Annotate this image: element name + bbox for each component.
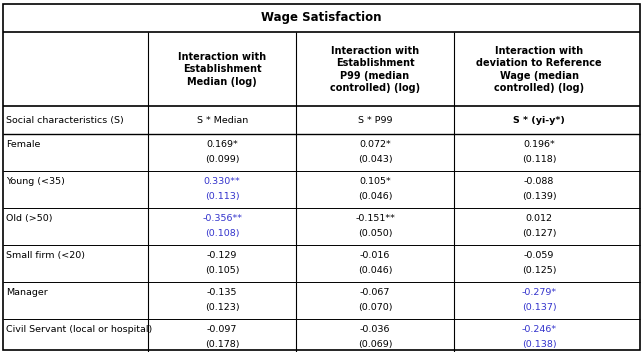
Text: (0.139): (0.139) <box>522 193 557 201</box>
Text: 0.012: 0.012 <box>526 214 553 223</box>
Text: -0.356**: -0.356** <box>202 214 242 223</box>
Text: (0.125): (0.125) <box>522 266 556 275</box>
Text: Interaction with
Establishment
P99 (median
controlled) (log): Interaction with Establishment P99 (medi… <box>330 46 420 93</box>
Text: (0.043): (0.043) <box>358 156 392 164</box>
Text: (0.046): (0.046) <box>358 266 392 275</box>
Text: Female: Female <box>6 140 40 149</box>
Text: Social characteristics (S): Social characteristics (S) <box>6 115 123 125</box>
Text: (0.138): (0.138) <box>522 340 557 349</box>
Text: -0.097: -0.097 <box>207 325 237 334</box>
Text: (0.050): (0.050) <box>358 230 392 238</box>
Text: -0.246*: -0.246* <box>521 325 557 334</box>
Text: (0.118): (0.118) <box>522 156 556 164</box>
Text: (0.123): (0.123) <box>205 303 239 312</box>
Text: -0.036: -0.036 <box>359 325 390 334</box>
Text: Old (>50): Old (>50) <box>6 214 52 223</box>
Text: (0.137): (0.137) <box>522 303 557 312</box>
Text: 0.105*: 0.105* <box>359 177 391 186</box>
Text: Young (<35): Young (<35) <box>6 177 65 186</box>
Text: (0.108): (0.108) <box>205 230 239 238</box>
Text: Interaction with
deviation to Reference
Wage (median
controlled) (log): Interaction with deviation to Reference … <box>476 46 602 93</box>
Text: -0.151**: -0.151** <box>355 214 395 223</box>
Text: (0.113): (0.113) <box>205 193 239 201</box>
Text: (0.046): (0.046) <box>358 193 392 201</box>
Text: Manager: Manager <box>6 288 48 297</box>
Text: -0.135: -0.135 <box>207 288 237 297</box>
Text: 0.330**: 0.330** <box>204 177 240 186</box>
Text: 0.072*: 0.072* <box>359 140 391 149</box>
Text: S * (yi-y*): S * (yi-y*) <box>513 115 565 125</box>
Text: (0.070): (0.070) <box>358 303 392 312</box>
Text: (0.178): (0.178) <box>205 340 239 349</box>
Text: S * Median: S * Median <box>197 115 248 125</box>
Text: Wage Satisfaction: Wage Satisfaction <box>261 12 382 24</box>
Text: -0.067: -0.067 <box>360 288 390 297</box>
Text: Civil Servant (local or hospital): Civil Servant (local or hospital) <box>6 325 152 334</box>
Text: -0.059: -0.059 <box>524 251 554 260</box>
Text: -0.279*: -0.279* <box>521 288 557 297</box>
Text: Interaction with
Establishment
Median (log): Interaction with Establishment Median (l… <box>178 52 266 87</box>
Text: 0.169*: 0.169* <box>206 140 238 149</box>
Text: -0.129: -0.129 <box>207 251 237 260</box>
Text: 0.196*: 0.196* <box>523 140 555 149</box>
Text: Small firm (<20): Small firm (<20) <box>6 251 85 260</box>
Text: (0.069): (0.069) <box>358 340 392 349</box>
Text: (0.105): (0.105) <box>205 266 239 275</box>
Text: -0.016: -0.016 <box>360 251 390 260</box>
Text: (0.099): (0.099) <box>205 156 239 164</box>
Text: -0.088: -0.088 <box>524 177 554 186</box>
Text: S * P99: S * P99 <box>358 115 392 125</box>
Text: (0.127): (0.127) <box>522 230 556 238</box>
